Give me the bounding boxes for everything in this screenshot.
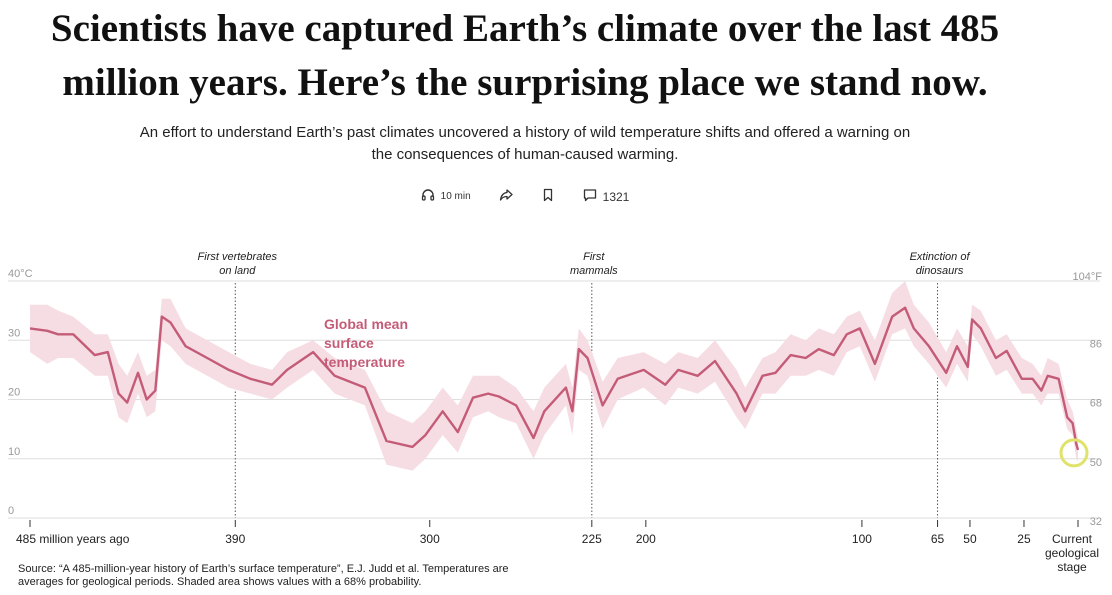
y-tick-label-fahrenheit: 32	[1090, 516, 1102, 528]
dek-line-2: the consequences of human-caused warming…	[371, 146, 679, 163]
series-label: surface	[324, 335, 374, 351]
annotation-label: First	[583, 251, 605, 263]
y-tick-label-celsius: 40°C	[8, 268, 33, 280]
article-toolbar: 10 min 1321	[0, 188, 1050, 205]
comments-count: 1321	[602, 189, 630, 204]
bookmark-icon	[541, 188, 555, 205]
x-tick-label: Current	[1052, 532, 1093, 546]
series-label: temperature	[324, 354, 405, 370]
x-tick-label: stage	[1057, 560, 1087, 574]
x-tick-label: 65	[931, 532, 945, 546]
series-line-global-mean-temperature	[29, 306, 1080, 451]
annotation-label: on land	[219, 265, 256, 277]
x-tick-label: 225	[582, 532, 602, 546]
y-tick-label-celsius: 0	[8, 505, 14, 517]
x-tick-label: 390	[225, 532, 245, 546]
y-tick-label-celsius: 20	[8, 387, 20, 399]
headline-line-2: million years. Here’s the surprising pla…	[62, 61, 988, 104]
current-stage-highlight	[1059, 438, 1089, 468]
listen-duration: 10 min	[440, 191, 471, 202]
x-tick-label: 485 million years ago	[16, 532, 130, 546]
x-tick-label: geological	[1045, 546, 1099, 560]
temperature-chart: 0 32 10 50 20 68 30 86 40°C 104°F First vertebrate…	[8, 251, 1103, 574]
annotation-label: mammals	[570, 265, 618, 277]
y-tick-label-fahrenheit: 68	[1090, 398, 1102, 410]
x-tick-label: 300	[420, 532, 440, 546]
listen-button[interactable]: 10 min	[421, 188, 471, 205]
x-tick-label: 100	[852, 532, 872, 546]
series-label: Global mean	[324, 316, 408, 332]
source-line-1: Source: “A 485-million-year history of E…	[18, 563, 509, 575]
dek-line-1: An effort to understand Earth’s past cli…	[139, 124, 911, 141]
comment-icon	[583, 188, 597, 205]
y-tick-label-celsius: 10	[8, 446, 20, 458]
annotation-label: dinosaurs	[916, 265, 964, 277]
chart-source-note: Source: “A 485-million-year history of E…	[18, 563, 578, 589]
source-line-2: averages for geological periods. Shaded …	[18, 576, 422, 588]
headphones-icon	[421, 188, 435, 205]
headline: Scientists have captured Earth’s climate…	[0, 2, 1050, 110]
x-tick-label: 50	[963, 532, 977, 546]
dek: An effort to understand Earth’s past cli…	[95, 122, 955, 166]
confidence-band	[30, 281, 1078, 471]
y-tick-label-fahrenheit: 50	[1090, 457, 1102, 469]
share-button[interactable]	[499, 188, 513, 205]
y-tick-label-fahrenheit: 104°F	[1073, 271, 1103, 283]
y-tick-label-fahrenheit: 86	[1090, 338, 1102, 350]
x-tick-label: 25	[1017, 532, 1031, 546]
comments-button[interactable]: 1321	[583, 188, 630, 205]
bookmark-button[interactable]	[541, 188, 555, 205]
y-tick-label-celsius: 30	[8, 327, 20, 339]
annotation-label: First vertebrates	[198, 251, 278, 263]
annotation-label: Extinction of	[910, 251, 971, 263]
share-icon	[499, 188, 513, 205]
headline-line-1: Scientists have captured Earth’s climate…	[50, 7, 1000, 50]
x-tick-label: 200	[636, 532, 656, 546]
